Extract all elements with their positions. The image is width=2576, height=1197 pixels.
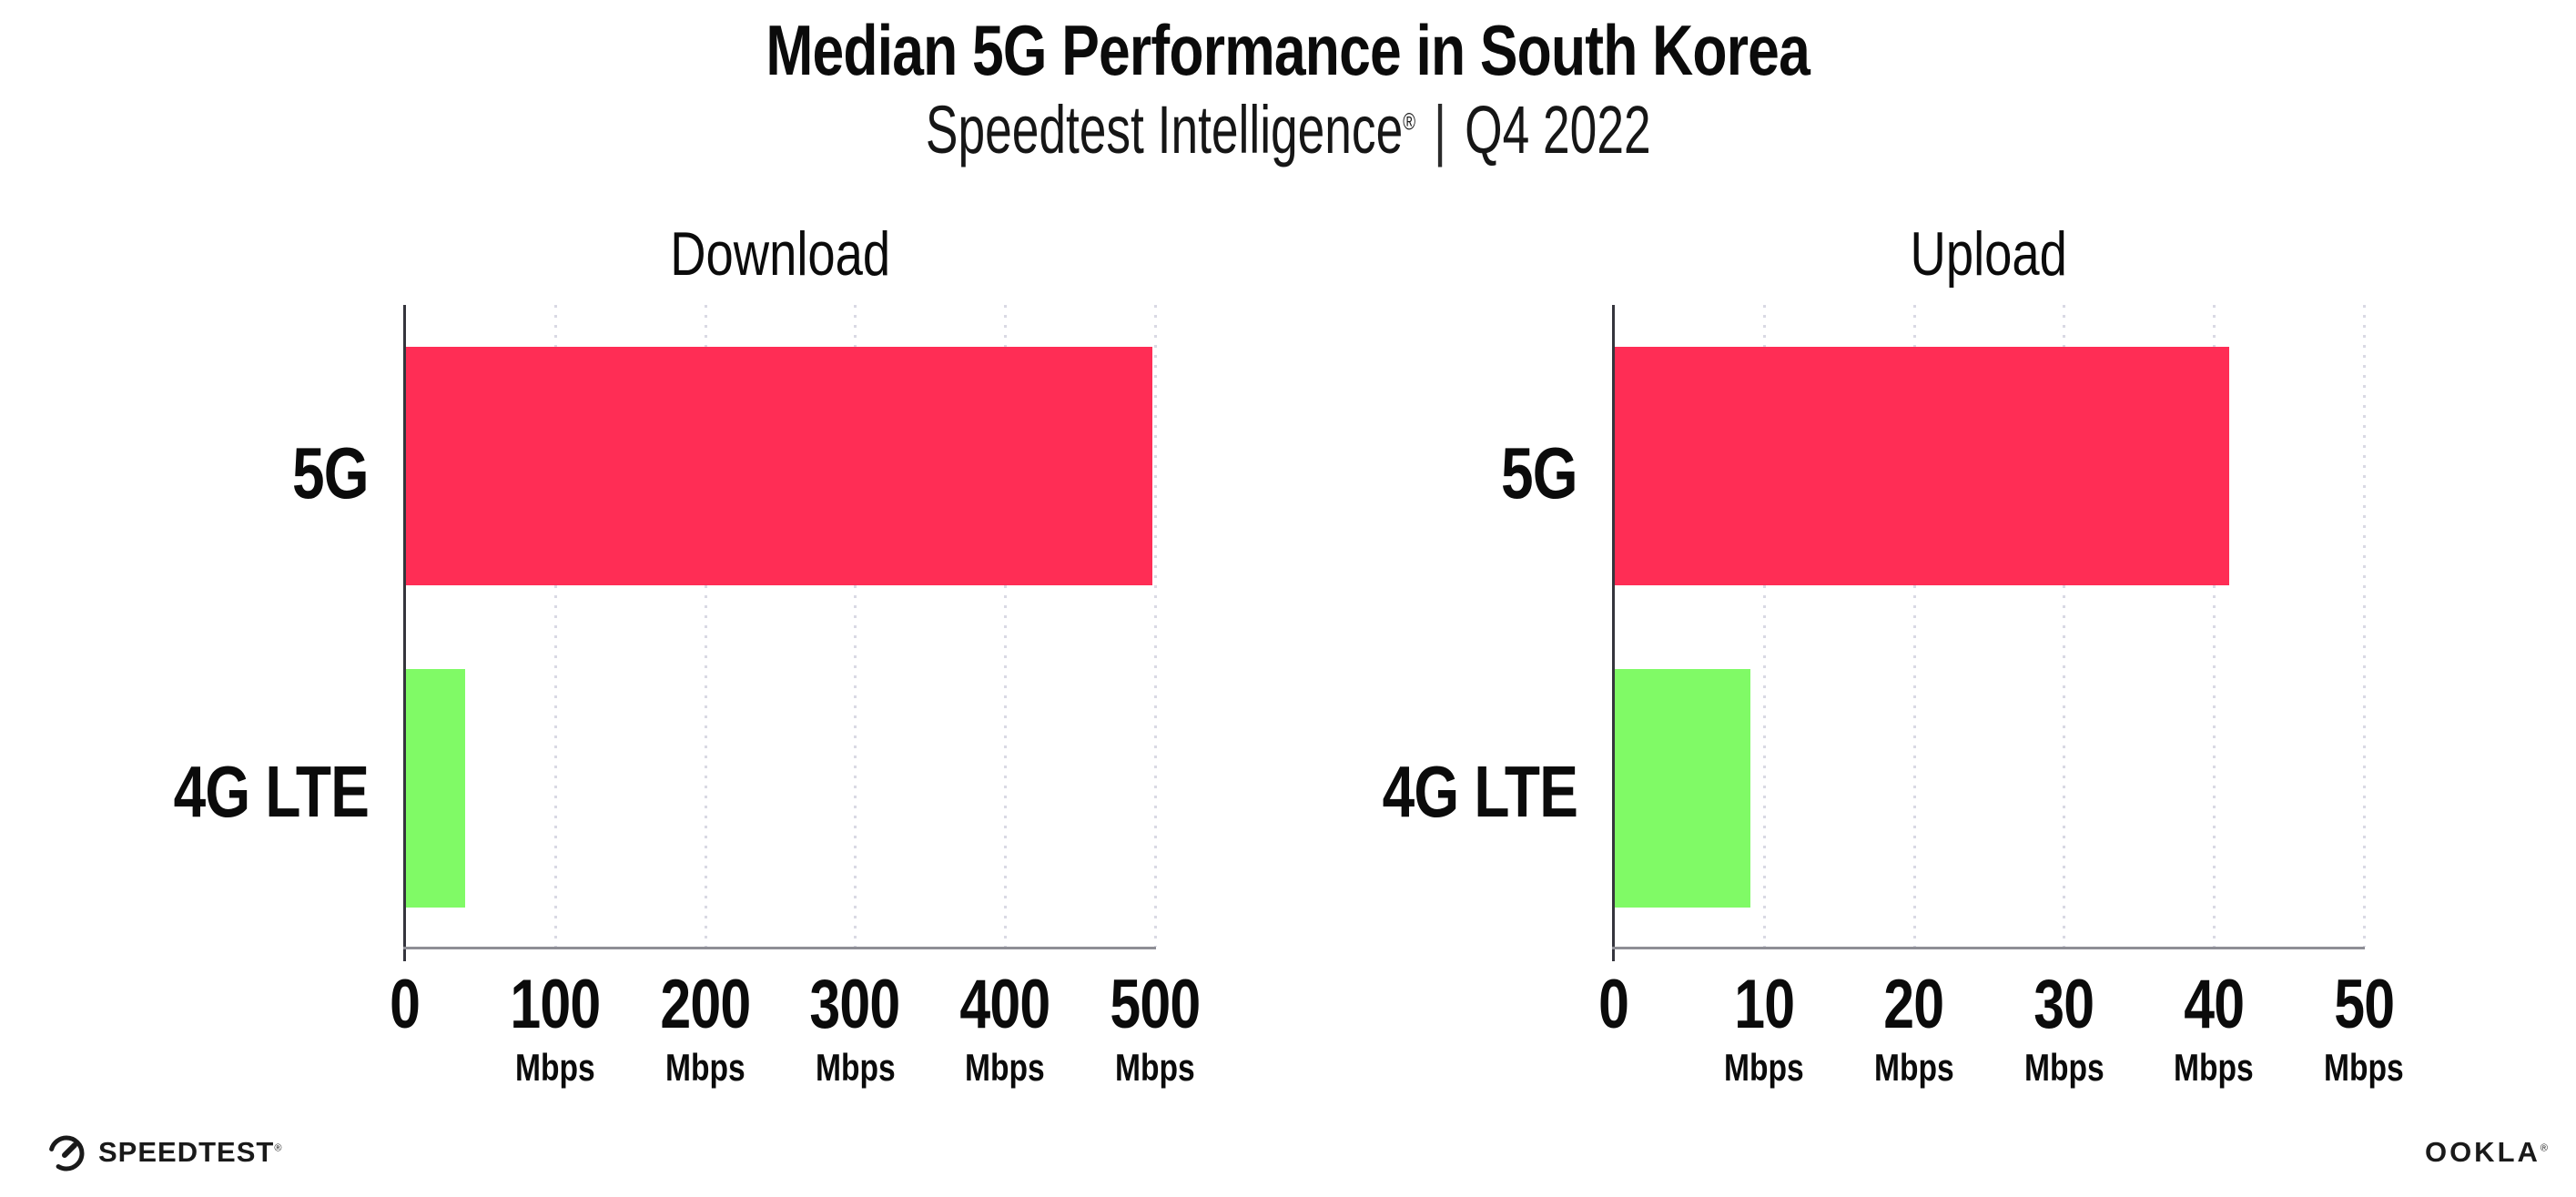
y-axis-line <box>403 305 406 961</box>
x-tick-10: 10 Mbps <box>1664 967 1864 1090</box>
gridline-20 <box>1912 305 1916 947</box>
category-label-4g-lte: 4G LTE <box>173 751 370 832</box>
x-tick-value: 100 <box>510 966 601 1043</box>
x-tick-unit: Mbps <box>2324 1046 2404 1089</box>
x-tick-value: 30 <box>2033 966 2094 1043</box>
subtitle-brand: Speedtest Intelligence <box>925 92 1403 167</box>
x-tick-unit: Mbps <box>514 1046 595 1089</box>
x-tick-value: 10 <box>1733 966 1795 1043</box>
speedtest-registered-mark: ® <box>274 1142 283 1154</box>
x-tick-20: 20 Mbps <box>1814 967 2014 1090</box>
gridline-500 <box>1154 305 1157 947</box>
y-axis-line <box>1612 305 1615 961</box>
gridline-40 <box>2213 305 2216 947</box>
x-tick-500: 500 Mbps <box>1055 967 1255 1090</box>
x-tick-value: 300 <box>809 966 901 1043</box>
gridline-400 <box>1004 305 1008 947</box>
speedtest-gauge-icon <box>48 1135 85 1172</box>
category-label-5g: 5G <box>292 432 370 513</box>
x-tick-100: 100 Mbps <box>455 967 655 1090</box>
x-tick-value: 0 <box>1598 966 1629 1043</box>
gridline-100 <box>553 305 557 947</box>
x-tick-unit: Mbps <box>664 1046 745 1089</box>
ookla-wordmark: OOKLA <box>2424 1136 2541 1168</box>
x-tick-30: 30 Mbps <box>1963 967 2164 1090</box>
x-tick-200: 200 Mbps <box>605 967 806 1090</box>
download-x-ticks: 0 100 Mbps 200 Mbps 300 Mbps 400 Mbps 500 Mbps <box>390 967 1201 1121</box>
x-tick-value: 200 <box>660 966 751 1043</box>
category-label-5g: 5G <box>1501 432 1578 513</box>
category-label-4g-lte: 4G LTE <box>1382 751 1578 832</box>
x-tick-0: 0 <box>305 967 505 1043</box>
x-axis-line <box>1612 947 2365 949</box>
download-bar-4g-lte <box>405 669 465 908</box>
upload-chart-title: Upload <box>1910 219 2068 289</box>
x-tick-unit: Mbps <box>1723 1046 1804 1089</box>
x-tick-value: 400 <box>959 966 1051 1043</box>
x-tick-300: 300 Mbps <box>755 967 955 1090</box>
speedtest-wordmark: SPEEDTEST® <box>98 1136 283 1168</box>
x-tick-unit: Mbps <box>815 1046 896 1089</box>
upload-bar-4g-lte <box>1614 669 1750 908</box>
x-tick-unit: Mbps <box>965 1046 1046 1089</box>
x-tick-unit: Mbps <box>2023 1046 2104 1089</box>
upload-x-ticks: 0 10 Mbps 20 Mbps 30 Mbps 40 Mbps 50 Mbps <box>1598 967 2403 1121</box>
x-tick-0: 0 <box>1514 967 1714 1043</box>
upload-bar-5g <box>1614 347 2229 585</box>
x-tick-unit: Mbps <box>1873 1046 1954 1089</box>
subtitle-divider: | <box>1433 92 1446 167</box>
download-chart-title: Download <box>670 219 890 289</box>
page-subtitle: Speedtest Intelligence® | Q4 2022 <box>0 91 2576 168</box>
x-tick-value: 50 <box>2333 966 2395 1043</box>
x-tick-value: 20 <box>1883 966 1945 1043</box>
gridline-30 <box>2063 305 2066 947</box>
registered-mark: ® <box>1402 107 1415 136</box>
download-bar-5g <box>405 347 1152 585</box>
download-plot-area <box>403 305 1157 961</box>
ookla-logo: OOKLA® <box>2425 1136 2551 1169</box>
ookla-registered-mark: ® <box>2540 1142 2551 1154</box>
upload-plot-area <box>1612 305 2366 961</box>
page-title: Median 5G Performance in South Korea <box>766 10 1810 90</box>
x-tick-value: 40 <box>2184 966 2245 1043</box>
x-axis-line <box>403 947 1156 949</box>
gridline-10 <box>1762 305 1766 947</box>
x-tick-40: 40 Mbps <box>2114 967 2314 1090</box>
subtitle-period: Q4 2022 <box>1464 92 1651 167</box>
x-tick-50: 50 Mbps <box>2264 967 2464 1090</box>
x-tick-value: 0 <box>390 966 421 1043</box>
x-tick-value: 500 <box>1110 966 1201 1043</box>
x-tick-unit: Mbps <box>2174 1046 2255 1089</box>
gridline-300 <box>854 305 857 947</box>
x-tick-400: 400 Mbps <box>905 967 1105 1090</box>
gridline-200 <box>704 305 707 947</box>
gridline-50 <box>2363 305 2366 947</box>
speedtest-logo: SPEEDTEST® <box>46 1129 282 1176</box>
x-tick-unit: Mbps <box>1115 1046 1195 1089</box>
